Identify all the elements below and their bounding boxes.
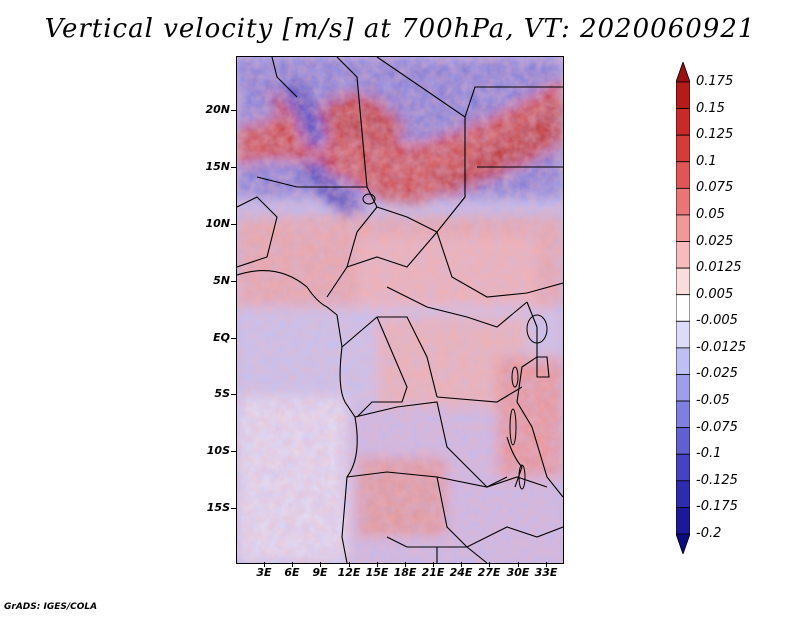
lat-tick xyxy=(231,281,236,282)
lon-label: 18E xyxy=(393,566,417,579)
lat-label: EQ xyxy=(213,331,230,344)
lon-label: 33E xyxy=(534,566,558,579)
vertical-velocity-field xyxy=(237,57,563,563)
lat-tick xyxy=(231,394,236,395)
lat-tick xyxy=(231,224,236,225)
lon-tick xyxy=(405,562,406,567)
lat-tick xyxy=(231,110,236,111)
colorbar-segment xyxy=(676,161,690,189)
colorbar-segment xyxy=(676,134,690,163)
lon-tick xyxy=(264,562,265,567)
colorbar-segment xyxy=(676,294,690,322)
colorbar-label: -0.175 xyxy=(696,499,738,515)
lon-tick xyxy=(461,562,462,567)
lon-tick xyxy=(433,562,434,567)
lat-label: 15S xyxy=(206,501,230,514)
colorbar-segment xyxy=(676,81,690,109)
colorbar-max-arrow xyxy=(676,62,690,83)
lon-tick xyxy=(377,562,378,567)
lon-label: 9E xyxy=(312,566,328,579)
colorbar-label: -0.1 xyxy=(696,446,722,462)
colorbar-segment xyxy=(676,480,690,508)
colorbar-label: -0.125 xyxy=(696,472,738,488)
chart-title: Vertical velocity [m/s] at 700hPa, VT: 2… xyxy=(44,14,756,44)
colorbar-segment xyxy=(676,241,690,269)
colorbar-segment xyxy=(676,320,690,349)
colorbar-label: 0.075 xyxy=(696,180,734,196)
lon-label: 27E xyxy=(477,566,501,579)
lon-label: 12E xyxy=(337,566,361,579)
lon-tick xyxy=(489,562,490,567)
colorbar xyxy=(676,62,690,554)
colorbar-label: 0.0125 xyxy=(696,260,742,276)
lon-label: 24E xyxy=(449,566,473,579)
colorbar-segment xyxy=(676,400,690,429)
lat-label: 10N xyxy=(205,217,230,230)
colorbar-label: 0.05 xyxy=(696,206,725,222)
colorbar-label: 0.175 xyxy=(696,74,734,89)
lon-label: 21E xyxy=(421,566,445,579)
colorbar-label: 0.15 xyxy=(696,100,725,116)
lon-tick xyxy=(320,562,321,567)
lat-label: 10S xyxy=(206,444,230,457)
colorbar-label: 0.125 xyxy=(696,127,734,143)
lat-tick xyxy=(231,508,236,509)
lon-tick xyxy=(349,562,350,567)
colorbar-segment xyxy=(676,453,690,482)
colorbar-segment xyxy=(676,214,690,242)
lon-label: 6E xyxy=(284,566,300,579)
map-plot-area[interactable] xyxy=(236,56,564,564)
colorbar-segment xyxy=(676,187,690,216)
colorbar-label: -0.025 xyxy=(696,366,738,382)
lon-tick xyxy=(518,562,519,567)
colorbar-label: -0.075 xyxy=(696,419,738,435)
colorbar-segment xyxy=(676,347,690,375)
field-noise-red xyxy=(237,57,563,563)
lon-label: 15E xyxy=(365,566,389,579)
lat-label: 5N xyxy=(213,274,230,287)
colorbar-segment xyxy=(676,108,690,136)
lon-tick xyxy=(292,562,293,567)
lat-tick xyxy=(231,167,236,168)
colorbar-label: -0.05 xyxy=(696,393,730,409)
colorbar-label: -0.005 xyxy=(696,313,738,329)
colorbar-label: 0.005 xyxy=(696,286,734,302)
colorbar-label: -0.2 xyxy=(696,526,722,541)
lat-label: 20N xyxy=(205,103,230,116)
colorbar-min-arrow xyxy=(676,533,690,554)
lat-tick xyxy=(231,338,236,339)
lon-label: 3E xyxy=(256,566,272,579)
colorbar-segment xyxy=(676,267,690,296)
lon-tick xyxy=(546,562,547,567)
colorbar-segment xyxy=(676,507,690,535)
colorbar-label: -0.0125 xyxy=(696,339,747,355)
lat-label: 15N xyxy=(205,160,230,173)
footer-credit: GrADS: IGES/COLA xyxy=(4,602,98,612)
colorbar-label: 0.025 xyxy=(696,233,734,249)
lat-tick xyxy=(231,451,236,452)
country-borders xyxy=(237,57,563,563)
lat-label: 5S xyxy=(214,387,230,400)
colorbar-segment xyxy=(676,374,690,402)
lon-label: 30E xyxy=(506,566,530,579)
colorbar-label: 0.1 xyxy=(696,153,717,169)
colorbar-segment xyxy=(676,427,690,455)
lakes xyxy=(362,193,548,490)
